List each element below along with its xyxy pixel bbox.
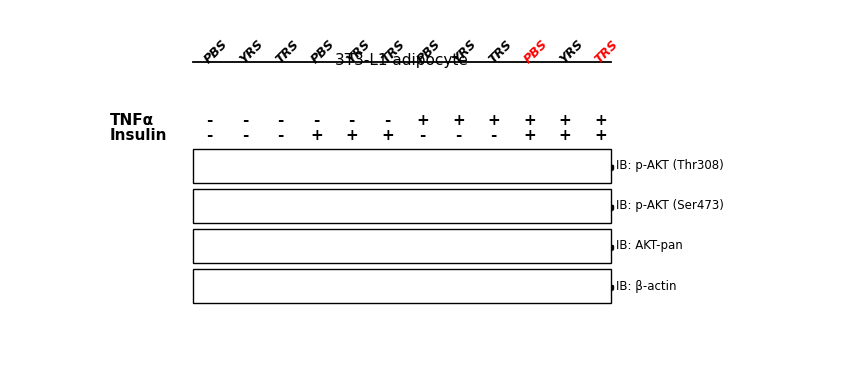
Text: -: - — [278, 128, 284, 142]
Text: +: + — [523, 128, 535, 142]
Bar — [192, 149, 612, 183]
Text: +: + — [487, 113, 501, 128]
Text: +: + — [381, 128, 394, 142]
Text: PBS: PBS — [308, 37, 337, 66]
Text: -: - — [349, 113, 355, 128]
Text: TNFα: TNFα — [110, 113, 154, 128]
Text: +: + — [594, 128, 606, 142]
Bar — [192, 189, 612, 223]
Text: PBS: PBS — [415, 37, 444, 66]
Bar — [192, 269, 612, 303]
Text: YRS: YRS — [557, 37, 586, 66]
Bar — [192, 229, 612, 263]
Text: +: + — [417, 113, 429, 128]
Text: -: - — [278, 113, 284, 128]
Text: -: - — [455, 128, 462, 142]
Text: IB: p-AKT (Thr308): IB: p-AKT (Thr308) — [616, 159, 723, 172]
Text: PBS: PBS — [202, 37, 231, 66]
Text: Insulin: Insulin — [110, 128, 167, 142]
Text: +: + — [558, 128, 571, 142]
Text: -: - — [242, 113, 248, 128]
Text: YRS: YRS — [344, 37, 373, 66]
Text: YRS: YRS — [451, 37, 479, 66]
Text: -: - — [242, 128, 248, 142]
Text: +: + — [523, 113, 535, 128]
Text: -: - — [313, 113, 319, 128]
Text: -: - — [490, 128, 497, 142]
Text: -: - — [384, 113, 390, 128]
Text: -: - — [419, 128, 426, 142]
Text: 3T3-L1 adipocyte: 3T3-L1 adipocyte — [335, 53, 468, 68]
Text: +: + — [346, 128, 358, 142]
Text: -: - — [207, 128, 213, 142]
Text: TRS: TRS — [593, 38, 621, 66]
Text: +: + — [310, 128, 323, 142]
Text: -: - — [207, 113, 213, 128]
Text: +: + — [452, 113, 465, 128]
Text: IB: β-actin: IB: β-actin — [616, 279, 676, 292]
Text: +: + — [558, 113, 571, 128]
Text: TRS: TRS — [273, 38, 302, 66]
Text: TRS: TRS — [486, 38, 514, 66]
Text: +: + — [594, 113, 606, 128]
Text: IB: AKT-pan: IB: AKT-pan — [616, 240, 683, 252]
Text: PBS: PBS — [522, 37, 551, 66]
Text: IB: p-AKT (Ser473): IB: p-AKT (Ser473) — [616, 200, 723, 212]
Text: TRS: TRS — [379, 38, 408, 66]
Text: YRS: YRS — [238, 37, 266, 66]
